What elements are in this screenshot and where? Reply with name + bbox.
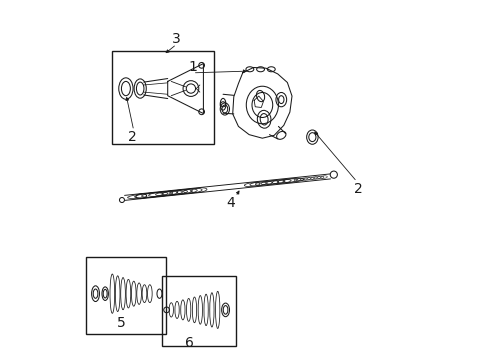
Text: 1: 1 — [188, 60, 197, 75]
Text: 4: 4 — [225, 196, 234, 210]
Bar — [162, 276, 235, 346]
Bar — [112, 51, 214, 144]
Text: 6: 6 — [184, 336, 193, 350]
Text: 5: 5 — [117, 316, 125, 330]
Text: 2: 2 — [127, 130, 136, 144]
Bar — [85, 257, 165, 334]
Text: 3: 3 — [172, 32, 181, 46]
Text: 2: 2 — [354, 182, 363, 196]
